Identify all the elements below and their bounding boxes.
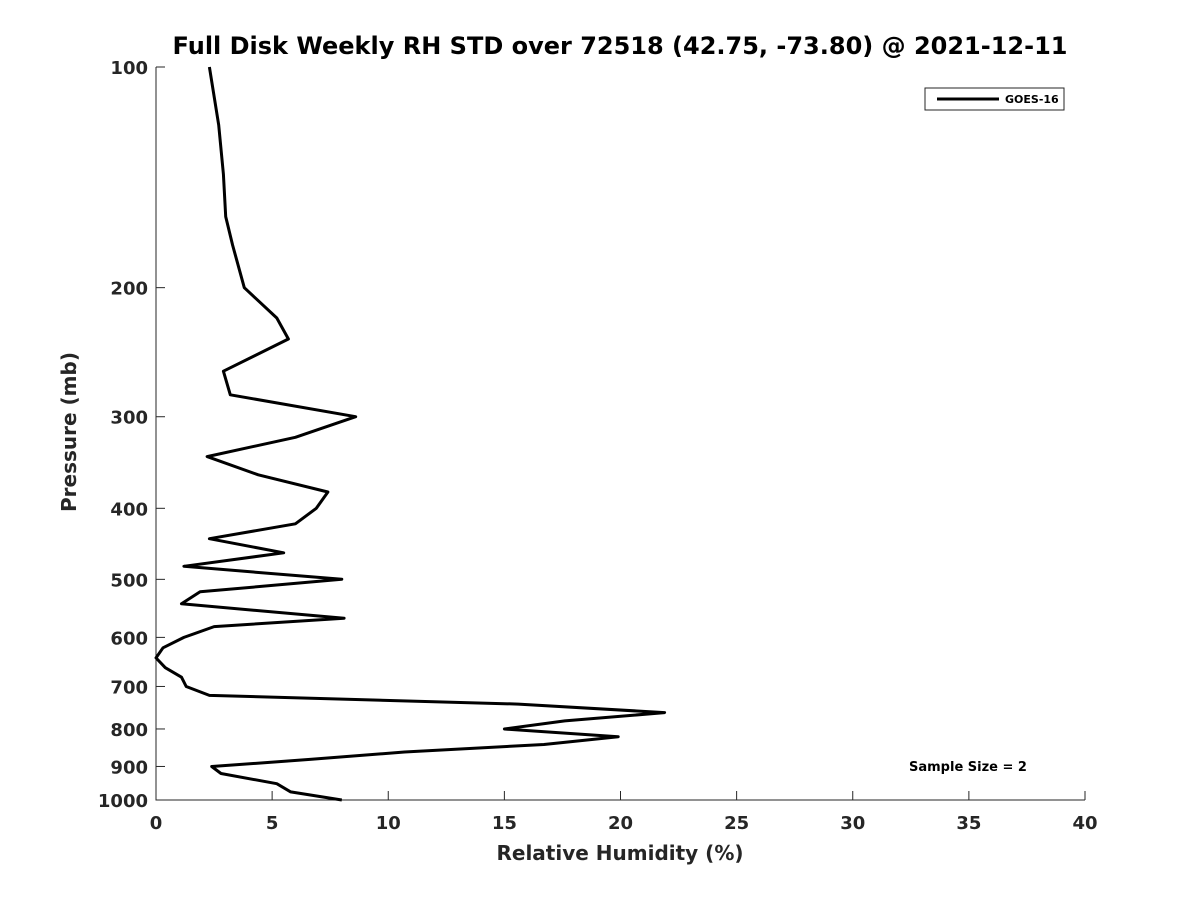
y-tick-label: 200 — [110, 279, 148, 300]
x-tick-label: 40 — [1072, 813, 1097, 834]
x-axis-ticks: 0 5 10 15 20 25 30 35 40 — [150, 791, 1098, 834]
series-line-goes-16 — [154, 66, 667, 802]
chart-title: Full Disk Weekly RH STD over 72518 (42.7… — [173, 32, 1068, 60]
y-tick-label: 300 — [110, 408, 148, 429]
y-tick-label: 1000 — [98, 791, 148, 812]
y-tick-label: 100 — [110, 58, 148, 79]
y-axis-label: Pressure (mb) — [57, 352, 81, 512]
y-axis-ticks: 100 200 300 400 500 600 700 800 900 1000 — [98, 58, 165, 812]
y-tick-label: 600 — [110, 628, 148, 649]
legend-label-goes-16: GOES-16 — [1005, 93, 1059, 106]
y-tick-label: 900 — [110, 757, 148, 778]
x-tick-label: 30 — [840, 813, 865, 834]
x-axis-label: Relative Humidity (%) — [496, 841, 743, 865]
y-tick-label: 400 — [110, 499, 148, 520]
y-tick-label: 500 — [110, 570, 148, 591]
legend: GOES-16 — [924, 87, 1065, 111]
x-tick-label: 20 — [608, 813, 633, 834]
sample-size-annotation: Sample Size = 2 — [909, 760, 1027, 775]
y-tick-label: 800 — [110, 720, 148, 741]
x-tick-label: 0 — [150, 813, 163, 834]
x-tick-label: 25 — [724, 813, 749, 834]
plot-area-axes — [155, 67, 1085, 801]
x-tick-label: 15 — [492, 813, 517, 834]
x-tick-label: 10 — [376, 813, 401, 834]
x-tick-label: 35 — [956, 813, 981, 834]
x-tick-label: 5 — [266, 813, 279, 834]
y-tick-label: 700 — [110, 677, 148, 698]
